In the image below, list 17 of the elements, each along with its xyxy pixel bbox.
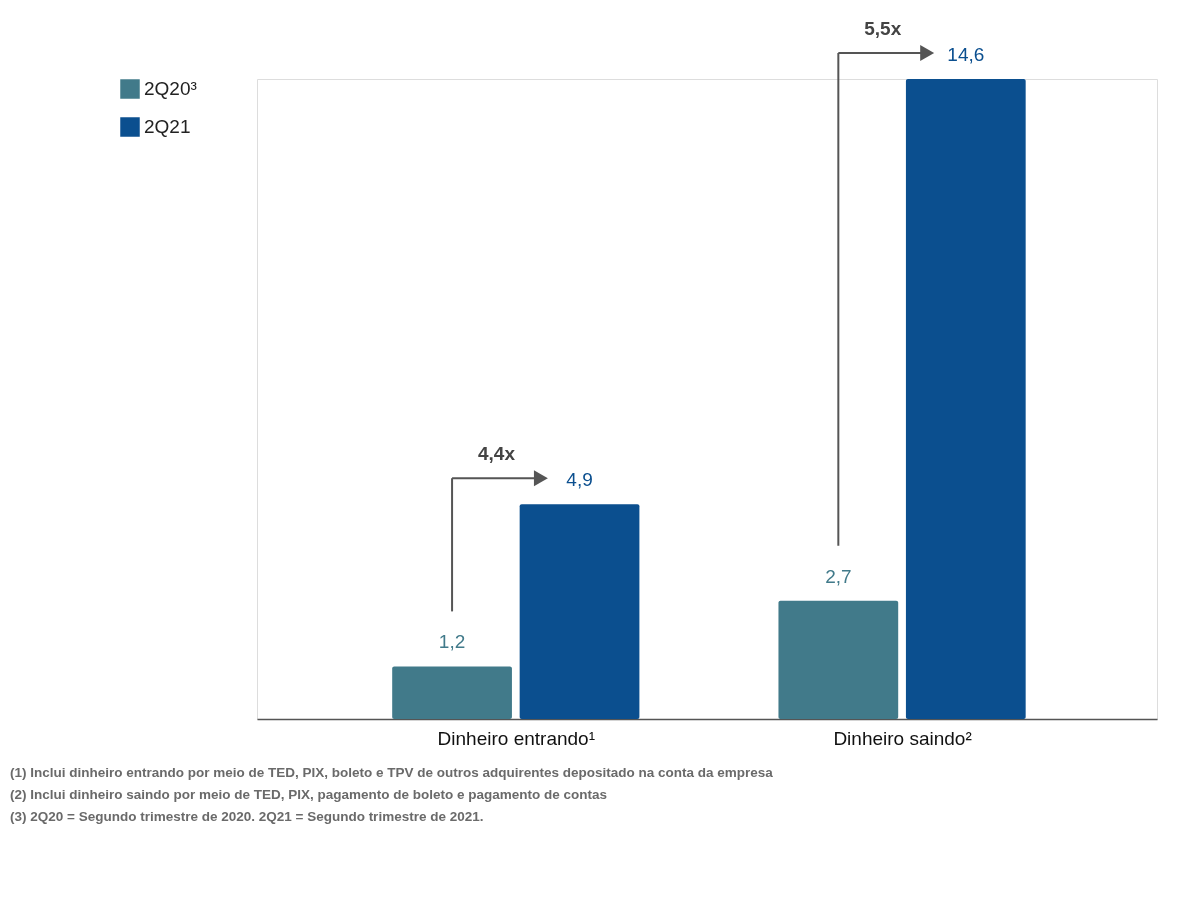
legend-label: 2Q21	[144, 116, 191, 137]
x-tick-label: Dinheiro entrando¹	[437, 727, 595, 749]
annotation: 4,4x	[477, 443, 516, 465]
bar	[905, 79, 1026, 719]
x-tick-label: Dinheiro saindo²	[833, 727, 972, 749]
data-label: 2,7	[825, 565, 852, 587]
text: (3) 2Q20 = Segundo trimestre de 2020. 2Q21 = Segundo trimestre de 2021.	[10, 809, 484, 824]
bar	[519, 504, 640, 719]
data-label: 14,6	[947, 44, 985, 65]
data-label: 1,2	[438, 631, 466, 653]
bar	[392, 666, 512, 719]
bar	[778, 600, 899, 719]
legend-label: 2Q20³	[144, 78, 197, 99]
text: 5,5x	[864, 18, 902, 39]
text: (1) Inclui dinheiro entrando por meio de TED, PIX, boleto e TPV de outros adquirentes depositado na conta da empresa	[10, 765, 774, 780]
data-label: 4,9	[566, 469, 593, 491]
text: (2) Inclui dinheiro saindo por meio de TED, PIX, pagamento de boleto e pagamento de contas	[10, 787, 608, 802]
